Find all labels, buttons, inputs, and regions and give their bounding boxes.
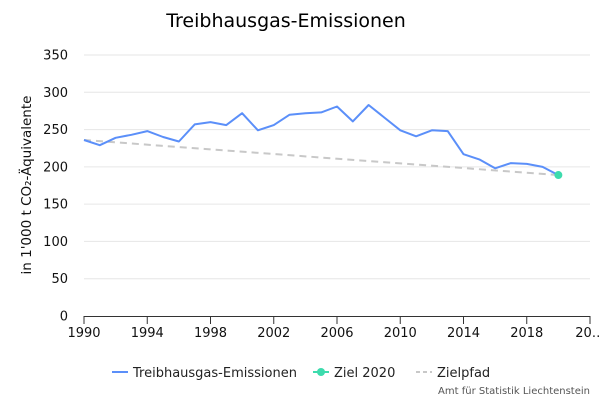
x-tick-label-6: 2014 bbox=[447, 326, 480, 341]
y-tick-label-150: 150 bbox=[43, 198, 68, 213]
y-axis-title: in 1'000 t CO₂-Äquivalente bbox=[17, 96, 35, 275]
legend: Treibhausgas-Emissionen Ziel 2020 Zielpfad bbox=[112, 366, 490, 381]
series-ziel-2020-point bbox=[554, 171, 563, 180]
legend-item-zielpfad: Zielpfad bbox=[416, 366, 490, 381]
legend-label: Treibhausgas-Emissionen bbox=[132, 366, 297, 381]
y-axis-tick-labels: 0 50 100 150 200 250 300 350 bbox=[43, 49, 68, 325]
legend-item-emissions: Treibhausgas-Emissionen bbox=[112, 366, 297, 381]
legend-label: Ziel 2020 bbox=[334, 366, 395, 381]
legend-label: Zielpfad bbox=[437, 366, 490, 381]
grid-lines bbox=[84, 54, 590, 280]
y-tick-label-200: 200 bbox=[43, 160, 68, 175]
legend-item-ziel-2020: Ziel 2020 bbox=[313, 366, 395, 381]
x-axis-ticks: 1990 1994 1998 2002 2006 2010 2014 2018 20… bbox=[67, 316, 600, 341]
y-tick-label-50: 50 bbox=[51, 272, 68, 287]
x-tick-label-3: 2002 bbox=[257, 326, 290, 341]
y-tick-label-250: 250 bbox=[43, 123, 68, 138]
x-tick-label-5: 2010 bbox=[384, 326, 417, 341]
plot-area bbox=[83, 104, 563, 180]
x-tick-label-2: 1998 bbox=[194, 326, 227, 341]
series-zielpfad-line bbox=[83, 139, 559, 177]
y-tick-label-350: 350 bbox=[43, 49, 68, 64]
credits-text: Amt für Statistik Liechtenstein bbox=[438, 386, 590, 397]
y-tick-label-300: 300 bbox=[43, 86, 68, 101]
series-emissions-line bbox=[83, 104, 559, 176]
x-tick-label-1: 1994 bbox=[131, 326, 164, 341]
legend-swatch-marker bbox=[317, 368, 325, 376]
chart-title: Treibhausgas-Emissionen bbox=[165, 10, 406, 32]
x-tick-label-8: 20… bbox=[575, 326, 600, 341]
x-tick-label-0: 1990 bbox=[67, 326, 100, 341]
x-tick-label-4: 2006 bbox=[320, 326, 353, 341]
y-tick-label-100: 100 bbox=[43, 235, 68, 250]
y-tick-label-0: 0 bbox=[60, 310, 68, 325]
x-tick-label-7: 2018 bbox=[510, 326, 543, 341]
